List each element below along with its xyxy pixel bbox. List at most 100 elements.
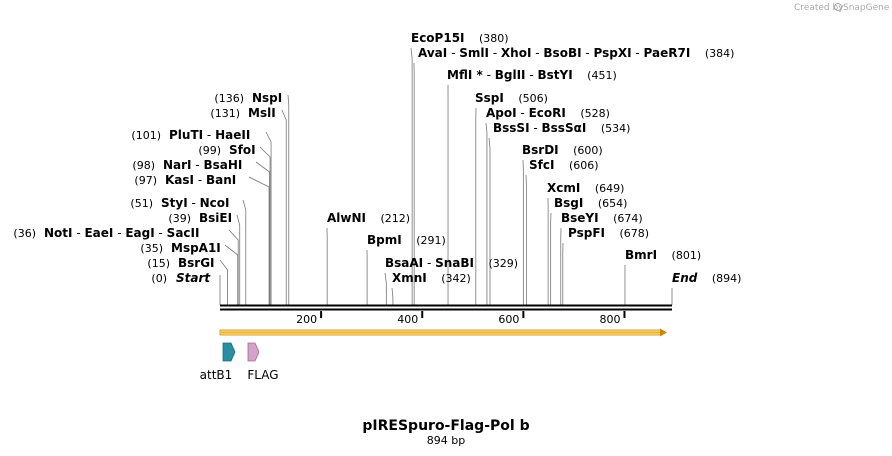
site-enzyme-names: PluTI - HaeII bbox=[169, 128, 250, 142]
enzyme-name: BssSI bbox=[493, 121, 530, 135]
site-label-text: BsrDI (600) bbox=[522, 143, 603, 157]
enzyme-name: HaeII bbox=[215, 128, 250, 142]
site-leader-line bbox=[228, 229, 239, 305]
site-label-23[interactable]: SfcI (606) bbox=[529, 158, 599, 172]
enzyme-name: XmnI bbox=[392, 271, 427, 285]
enzyme-separator: - bbox=[192, 158, 204, 172]
site-position: (98) bbox=[132, 159, 155, 172]
enzyme-name: BsgI bbox=[554, 196, 583, 210]
site-label-29[interactable]: End (894) bbox=[672, 271, 741, 285]
site-label-text: AlwNI (212) bbox=[327, 211, 410, 225]
site-label-28[interactable]: BmrI (801) bbox=[625, 248, 701, 262]
site-label-text: MflI * - BglII - BstYI (451) bbox=[447, 68, 617, 82]
site-label-20[interactable]: ApoI - EcoRI (528) bbox=[486, 106, 610, 120]
enzyme-name: BglII bbox=[495, 68, 526, 82]
site-position: (654) bbox=[598, 197, 628, 210]
enzyme-name: BsiEI bbox=[199, 211, 232, 225]
site-label-9[interactable]: (101) PluTI - HaeII bbox=[131, 128, 250, 142]
enzyme-name: BsrDI bbox=[522, 143, 559, 157]
site-label-10[interactable]: (131) MslI bbox=[210, 106, 275, 120]
site-position: (678) bbox=[619, 227, 649, 240]
orf-arrow[interactable] bbox=[219, 328, 667, 337]
site-label-24[interactable]: XcmI (649) bbox=[547, 181, 624, 195]
site-position: (451) bbox=[587, 69, 617, 82]
enzyme-separator: - bbox=[582, 46, 594, 60]
enzyme-separator: - bbox=[194, 173, 206, 187]
site-label-text: PspFI (678) bbox=[568, 226, 649, 240]
site-label-2[interactable]: (35) MspA1I bbox=[140, 241, 220, 255]
site-label-12[interactable]: AlwNI (212) bbox=[327, 211, 410, 225]
site-label-text: XmnI (342) bbox=[392, 271, 471, 285]
site-label-1[interactable]: (15) BsrGI bbox=[147, 256, 214, 270]
site-position: (0) bbox=[151, 272, 167, 285]
site-leader-line bbox=[287, 94, 290, 305]
site-label-17[interactable]: AvaI - SmlI - XhoI - BsoBI - PspXI - Pae… bbox=[418, 46, 734, 60]
feature-attb1[interactable]: attB1 bbox=[200, 342, 236, 382]
site-position: (534) bbox=[601, 122, 631, 135]
enzyme-name: StyI bbox=[161, 196, 188, 210]
map-subtitle: 894 bp bbox=[427, 434, 465, 447]
site-label-text: BsaAI - SnaBI (329) bbox=[385, 256, 518, 270]
site-leader-line bbox=[410, 47, 413, 305]
site-label-text: (36) bbox=[13, 227, 36, 240]
site-label-18[interactable]: MflI * - BglII - BstYI (451) bbox=[447, 68, 617, 82]
site-leader-line bbox=[255, 161, 270, 305]
site-leader-line bbox=[248, 176, 270, 305]
site-label-text: SspI (506) bbox=[475, 91, 548, 105]
site-enzyme-names: NotI - EaeI - EagI - SacII bbox=[44, 226, 199, 240]
site-label-27[interactable]: PspFI (678) bbox=[568, 226, 649, 240]
enzyme-name: BanI bbox=[206, 173, 236, 187]
site-label-11[interactable]: (136) NspI bbox=[214, 91, 282, 105]
site-position: (342) bbox=[441, 272, 471, 285]
feature-flag[interactable]: FLAG bbox=[247, 342, 279, 382]
site-label-14[interactable]: BsaAI - SnaBI (329) bbox=[385, 256, 518, 270]
site-label-26[interactable]: BseYI (674) bbox=[561, 211, 643, 225]
site-leader-line bbox=[384, 272, 387, 305]
site-label-0[interactable]: (0) Start bbox=[151, 271, 211, 285]
site-label-text: (131) bbox=[210, 107, 240, 120]
enzyme-name: SnaBI bbox=[435, 256, 474, 270]
site-label-22[interactable]: BsrDI (600) bbox=[522, 143, 603, 157]
site-label-5[interactable]: (51) StyI - NcoI bbox=[130, 196, 229, 210]
site-label-text: EcoP15I (380) bbox=[411, 31, 509, 45]
restriction-site-labels: (0) Start (15) BsrGI (35) MspA1I (36) NotI - Ea… bbox=[13, 31, 741, 285]
enzyme-separator: - bbox=[517, 106, 529, 120]
site-enzyme-names: KasI - BanI bbox=[165, 173, 236, 187]
feature-label-attb1: attB1 bbox=[200, 368, 233, 382]
site-enzyme-names: StyI - NcoI bbox=[161, 196, 230, 210]
enzyme-name: EcoRI bbox=[529, 106, 566, 120]
site-label-21[interactable]: BssSI - BssSαI (534) bbox=[493, 121, 630, 135]
site-enzyme-names: MspA1I bbox=[171, 241, 221, 255]
site-label-text: BpmI (291) bbox=[367, 233, 446, 247]
site-label-4[interactable]: (39) BsiEI bbox=[168, 211, 232, 225]
site-label-text: (15) bbox=[147, 257, 170, 270]
site-label-25[interactable]: BsgI (654) bbox=[554, 196, 627, 210]
axis-tick-label: 800 bbox=[599, 313, 620, 326]
enzyme-separator: - bbox=[489, 46, 501, 60]
site-label-8[interactable]: (99) SfoI bbox=[198, 143, 255, 157]
enzyme-name: PluTI bbox=[169, 128, 203, 142]
axis-ticks: 200 400 600 800 bbox=[296, 311, 626, 326]
snapgene-logo-icon bbox=[834, 3, 842, 11]
site-label-16[interactable]: EcoP15I (380) bbox=[411, 31, 509, 45]
enzyme-name: AlwNI bbox=[327, 211, 366, 225]
site-position: (35) bbox=[140, 242, 163, 255]
enzyme-name: BpmI bbox=[367, 233, 402, 247]
enzyme-name: AvaI bbox=[418, 46, 447, 60]
enzyme-name: XhoI bbox=[501, 46, 532, 60]
site-label-3[interactable]: (36) NotI - EaeI - EagI - SacII bbox=[13, 226, 199, 240]
site-label-13[interactable]: BpmI (291) bbox=[367, 233, 446, 247]
site-leader-line bbox=[224, 244, 239, 305]
site-leader-lines bbox=[219, 47, 673, 305]
site-position: (894) bbox=[712, 272, 742, 285]
site-label-19[interactable]: SspI (506) bbox=[475, 91, 548, 105]
site-label-6[interactable]: (97) KasI - BanI bbox=[134, 173, 236, 187]
enzyme-name: KasI bbox=[165, 173, 194, 187]
enzyme-name: EagI bbox=[125, 226, 154, 240]
axis-tick-label: 600 bbox=[498, 313, 519, 326]
site-position: (212) bbox=[381, 212, 411, 225]
site-label-7[interactable]: (98) NarI - BsaHI bbox=[132, 158, 242, 172]
attb1-arrow-icon[interactable] bbox=[222, 342, 236, 362]
site-label-15[interactable]: XmnI (342) bbox=[392, 271, 471, 285]
flag-arrow-icon[interactable] bbox=[247, 342, 260, 362]
